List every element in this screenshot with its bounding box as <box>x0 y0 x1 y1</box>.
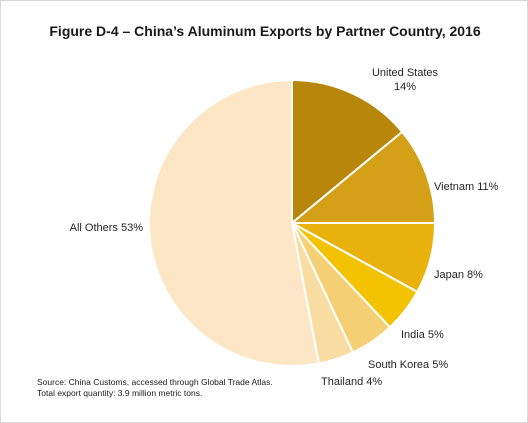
slice-label-text: South Korea 5% <box>368 359 448 371</box>
source-note: Source: China Customs, accessed through … <box>37 377 273 399</box>
slice-label-text: Japan 8% <box>434 269 483 281</box>
slice-label-thailand: Thailand 4% <box>321 376 382 388</box>
slice-label-united-states: United States 14% <box>372 67 439 93</box>
slice-label-text: Vietnam 11% <box>434 181 499 193</box>
pie-slice-all-others <box>148 78 320 367</box>
pie-slices <box>148 78 437 367</box>
total-quantity-note: Total export quantity: 3.9 million metri… <box>37 388 203 398</box>
pie-slice-vietnam <box>289 130 437 224</box>
slice-label-text: United States <box>372 67 439 79</box>
slice-label-japan: Japan 8% <box>434 269 483 281</box>
slice-label-text: Thailand 4% <box>321 376 382 388</box>
slice-label-value: 14% <box>394 81 416 93</box>
chart-title: Figure D-4 – China’s Aluminum Exports by… <box>49 23 481 39</box>
slice-label-vietnam: Vietnam 11% <box>434 181 499 193</box>
pie-labels: United States 14% Vietnam 11% Japan 8% India… <box>70 67 499 388</box>
slice-label-all-others: All Others 53% <box>70 222 144 234</box>
slice-label-south-korea: South Korea 5% <box>368 359 448 371</box>
pie-slice-united-states <box>291 78 404 226</box>
source-line: Source: China Customs, accessed through … <box>37 377 273 387</box>
slice-label-india: India 5% <box>401 329 444 341</box>
slice-label-text: India 5% <box>401 329 444 341</box>
slice-label-text: All Others 53% <box>70 222 144 234</box>
